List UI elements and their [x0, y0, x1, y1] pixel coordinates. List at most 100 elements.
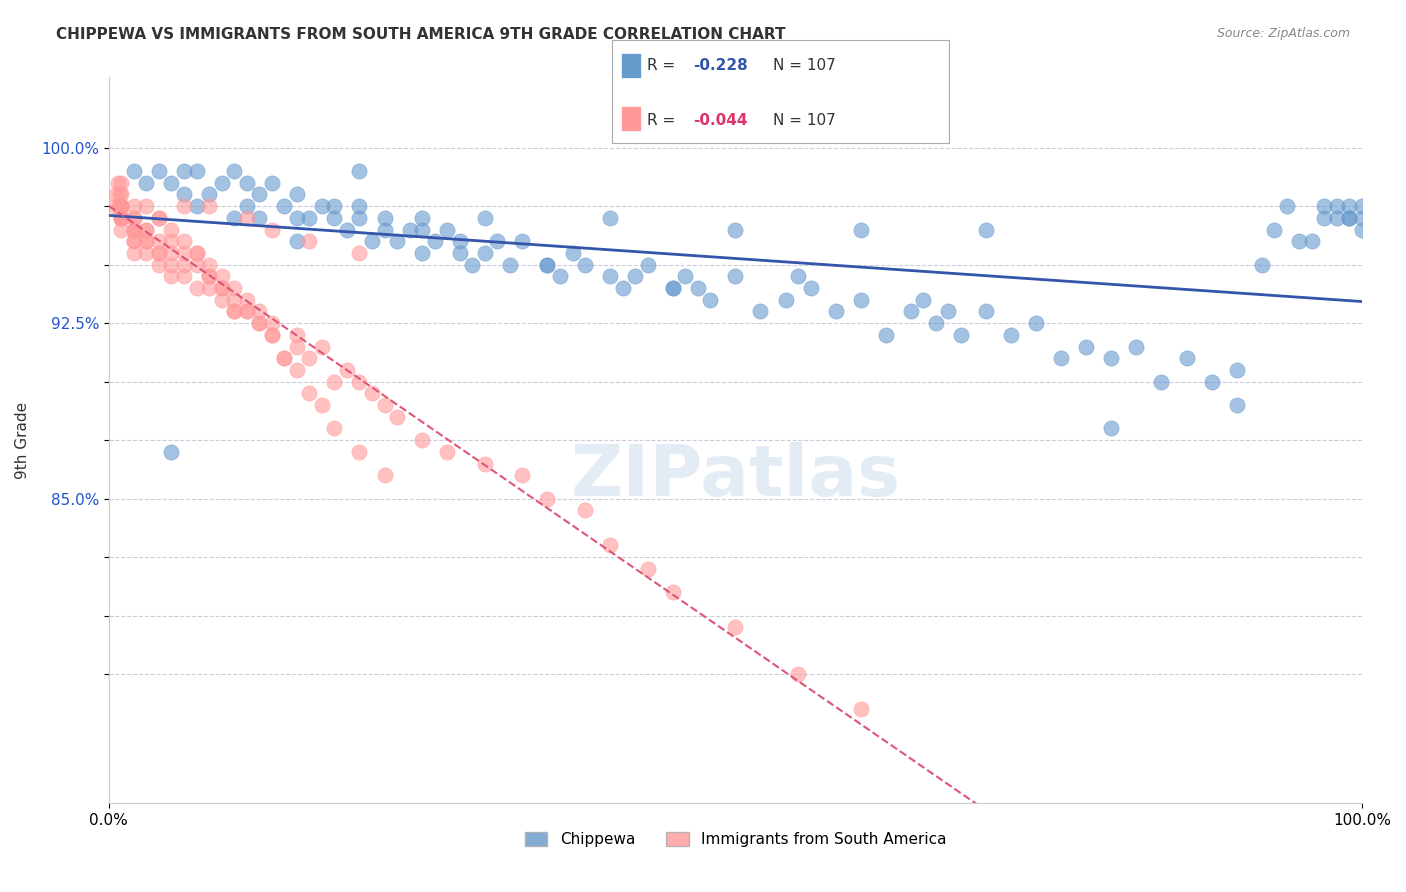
Point	[373, 468, 395, 483]
Point	[637, 258, 659, 272]
Point	[122, 222, 145, 236]
Point	[398, 222, 420, 236]
Point	[224, 164, 246, 178]
Point	[724, 269, 747, 284]
Point	[186, 246, 208, 260]
Point	[673, 269, 696, 284]
Point	[436, 445, 458, 459]
Point	[574, 258, 596, 272]
Point	[1175, 351, 1198, 366]
Point	[574, 503, 596, 517]
Point	[135, 222, 157, 236]
Point	[110, 176, 132, 190]
Point	[247, 304, 270, 318]
Point	[512, 468, 534, 483]
Point	[1275, 199, 1298, 213]
Point	[285, 211, 308, 225]
Point	[349, 375, 371, 389]
Point	[900, 304, 922, 318]
Point	[173, 258, 195, 272]
Point	[198, 269, 221, 284]
Point	[800, 281, 823, 295]
Point	[122, 211, 145, 225]
Point	[110, 199, 132, 213]
Point	[938, 304, 960, 318]
Point	[160, 234, 183, 248]
Point	[148, 246, 170, 260]
Point	[724, 620, 747, 634]
Point	[512, 234, 534, 248]
Point	[824, 304, 846, 318]
Point	[211, 281, 233, 295]
Point	[285, 187, 308, 202]
Point	[122, 199, 145, 213]
Point	[486, 234, 509, 248]
Point	[122, 222, 145, 236]
Text: N = 107: N = 107	[773, 58, 837, 72]
Point	[661, 281, 683, 295]
Point	[235, 199, 257, 213]
Point	[110, 211, 132, 225]
Point	[186, 281, 208, 295]
Text: R =: R =	[647, 58, 681, 72]
Point	[411, 433, 433, 447]
Point	[247, 316, 270, 330]
Point	[1351, 199, 1374, 213]
Point	[1025, 316, 1047, 330]
Text: ZIPatlas: ZIPatlas	[571, 442, 900, 511]
Point	[173, 199, 195, 213]
Point	[247, 211, 270, 225]
Point	[612, 281, 634, 295]
Point	[260, 327, 283, 342]
Point	[273, 351, 295, 366]
Point	[160, 176, 183, 190]
Point	[285, 340, 308, 354]
Point	[599, 211, 621, 225]
Point	[122, 234, 145, 248]
Point	[599, 539, 621, 553]
Text: -0.228: -0.228	[693, 58, 748, 72]
Point	[186, 164, 208, 178]
Point	[198, 269, 221, 284]
Point	[336, 363, 359, 377]
Point	[247, 187, 270, 202]
Point	[411, 222, 433, 236]
Point	[186, 199, 208, 213]
Point	[449, 234, 471, 248]
Point	[461, 258, 484, 272]
Point	[211, 281, 233, 295]
Point	[1313, 211, 1336, 225]
Point	[775, 293, 797, 307]
Point	[536, 258, 558, 272]
Point	[247, 316, 270, 330]
Point	[148, 258, 170, 272]
Point	[148, 211, 170, 225]
Point	[160, 258, 183, 272]
Point	[135, 234, 157, 248]
Point	[499, 258, 522, 272]
Point	[285, 234, 308, 248]
Point	[298, 351, 321, 366]
Point	[1339, 199, 1361, 213]
Point	[235, 293, 257, 307]
Point	[686, 281, 709, 295]
Point	[160, 222, 183, 236]
Point	[235, 304, 257, 318]
Point	[385, 409, 408, 424]
Text: CHIPPEWA VS IMMIGRANTS FROM SOUTH AMERICA 9TH GRADE CORRELATION CHART: CHIPPEWA VS IMMIGRANTS FROM SOUTH AMERIC…	[56, 27, 786, 42]
Point	[235, 304, 257, 318]
Point	[1226, 398, 1249, 412]
Point	[1125, 340, 1147, 354]
Point	[186, 246, 208, 260]
Point	[336, 222, 359, 236]
Point	[110, 211, 132, 225]
Point	[548, 269, 571, 284]
Point	[173, 164, 195, 178]
Point	[323, 421, 346, 435]
Point	[135, 176, 157, 190]
Point	[1326, 211, 1348, 225]
Text: N = 107: N = 107	[773, 113, 837, 128]
Point	[1000, 327, 1022, 342]
Point	[311, 398, 333, 412]
Point	[561, 246, 583, 260]
